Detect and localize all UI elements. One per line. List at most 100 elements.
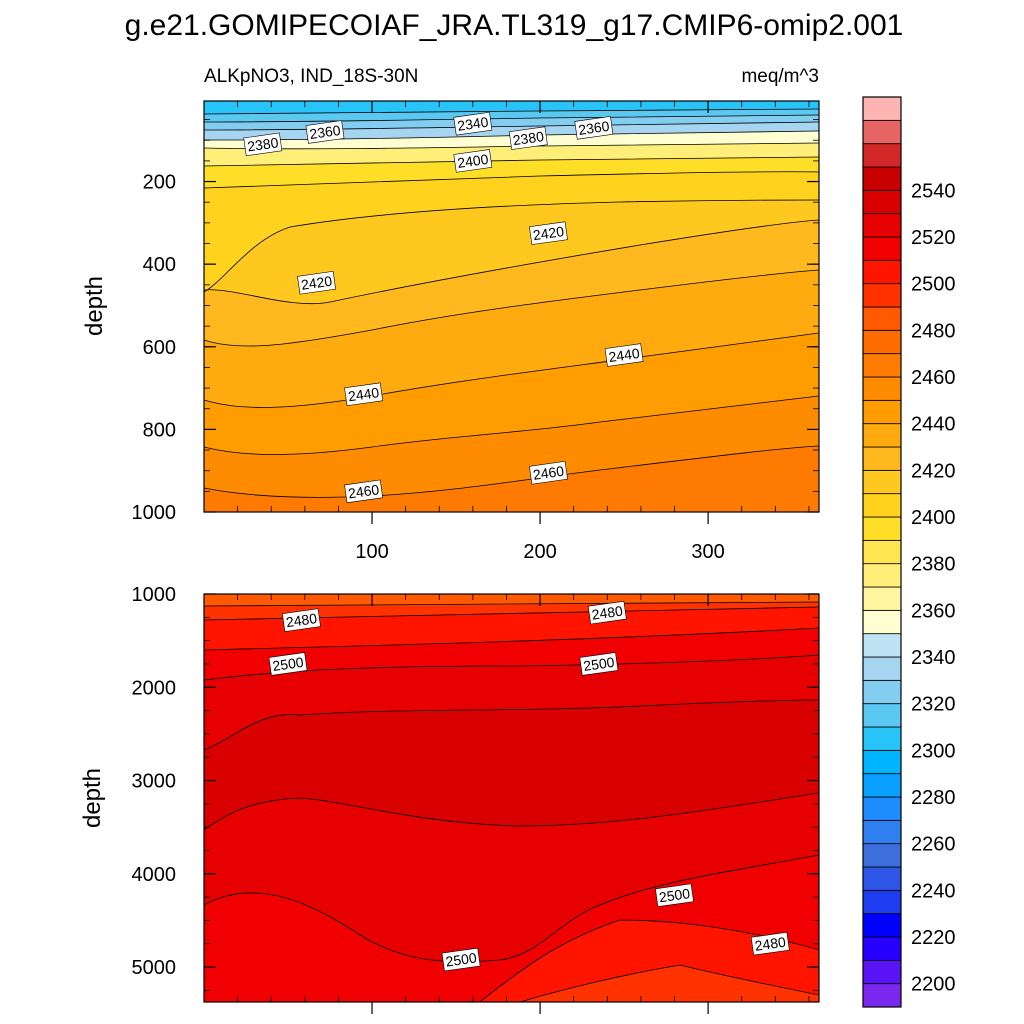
contour-label-box	[282, 608, 321, 632]
contour-label: 2360	[305, 120, 345, 144]
lower-y-tick-label: 2000	[132, 677, 177, 699]
colorbar-swatch	[862, 376, 902, 401]
upper-line-2440	[204, 332, 819, 408]
colorbar-swatch	[862, 563, 902, 588]
colorbar-tick-label: 2520	[911, 227, 956, 249]
contour-label-box	[529, 461, 568, 485]
contour-label-text: 2360	[577, 118, 610, 138]
colorbar-swatch	[862, 96, 902, 121]
upper-x-tick-label: 200	[523, 541, 556, 563]
contour-label: 2380	[508, 126, 548, 150]
lower-y-axis-label: depth	[79, 768, 106, 828]
contour-label-box	[268, 652, 308, 676]
contour-label: 2440	[344, 382, 384, 407]
colorbar-swatch	[862, 889, 902, 915]
colorbar-swatch	[862, 283, 902, 308]
contour-label-text: 2400	[456, 151, 489, 171]
lower-y-tick-label: 1000	[132, 584, 177, 606]
upper-fill-2330	[204, 101, 819, 114]
upper-line-2430	[204, 269, 819, 347]
upper-y-tick-label: 200	[143, 172, 176, 194]
colorbar-tick-label: 2220	[911, 927, 956, 949]
contour-label: 2500	[579, 652, 619, 676]
colorbar-swatch	[862, 399, 902, 425]
colorbar-swatch	[862, 913, 902, 938]
contour-label-text: 2480	[285, 610, 318, 630]
contour-label-text: 2420	[300, 273, 333, 293]
colorbar-swatch	[862, 656, 902, 681]
contour-label-text: 2500	[658, 885, 691, 905]
contour-label-text: 2500	[271, 654, 304, 674]
colorbar-swatch	[862, 213, 902, 238]
colorbar-swatch	[862, 633, 902, 658]
colorbar-swatch	[862, 423, 902, 448]
colorbar-tick-label: 2480	[911, 320, 956, 342]
contour-label-text: 2380	[246, 134, 279, 154]
upper-line-2450	[204, 395, 819, 455]
contour-label-box	[344, 479, 384, 504]
colorbar-swatch	[862, 936, 902, 961]
colorbar-swatch	[862, 959, 902, 985]
contour-label-text: 2440	[347, 384, 380, 404]
upper-axis-ticks: 200 400 600 800 1000 100 200 300	[132, 101, 819, 563]
contour-label-box	[297, 270, 336, 295]
contour-label-box	[655, 883, 694, 907]
contour-label: 2420	[529, 221, 568, 245]
contour-label-box	[453, 149, 493, 173]
contour-label-box	[579, 652, 619, 676]
colorbar-swatch	[862, 539, 902, 565]
upper-contour-fills	[204, 101, 819, 512]
contour-label: 2500	[655, 883, 694, 907]
contour-label: 2380	[243, 132, 283, 157]
colorbar-swatch	[862, 586, 902, 611]
colorbar-tick-label: 2340	[911, 647, 956, 669]
lower-line-2510	[204, 699, 819, 751]
colorbar-tick-label: 2260	[911, 834, 956, 856]
colorbar-tick-label: 2380	[911, 554, 956, 576]
contour-label: 2500	[268, 652, 308, 676]
colorbar-tick-label: 2500	[911, 274, 956, 296]
lower-plot-frame	[203, 593, 820, 1003]
colorbar-swatch	[862, 446, 902, 471]
contour-label: 2420	[297, 270, 336, 295]
colorbar-swatch	[862, 119, 902, 145]
colorbar-swatch	[862, 353, 902, 378]
colorbar-swatch	[862, 773, 902, 798]
colorbar-swatch	[862, 983, 902, 1008]
colorbar-swatch	[862, 166, 902, 191]
contour-label: 2460	[344, 479, 384, 504]
colorbar-swatch	[862, 726, 902, 751]
contour-label-text: 2380	[512, 128, 545, 148]
colorbar-swatch	[862, 866, 902, 891]
contour-label: 2480	[750, 931, 790, 956]
contour-label: 2500	[441, 947, 481, 972]
contour-label: 2480	[282, 608, 321, 632]
colorbar-swatch	[862, 469, 902, 495]
contour-label-text: 2500	[582, 654, 615, 674]
upper-y-axis-label: depth	[81, 276, 108, 336]
contour-label-box	[441, 947, 481, 972]
contour-label-box	[508, 126, 548, 150]
contour-label-box	[453, 111, 493, 136]
contour-label: 2480	[587, 600, 627, 625]
contour-label: 2360	[574, 116, 614, 140]
colorbar-tick-label: 2540	[911, 180, 956, 202]
lower-line-2490b	[479, 919, 819, 1002]
contour-label-box	[574, 116, 614, 140]
colorbar-swatch	[862, 749, 902, 775]
contour-label-text: 2420	[532, 223, 565, 243]
colorbar-swatch	[862, 609, 902, 635]
colorbar-tick-label: 2280	[911, 787, 956, 809]
colorbar-frame	[862, 96, 902, 1008]
lower-line-2510b	[204, 792, 819, 831]
colorbar-swatch	[862, 143, 902, 168]
colorbar-tick-label: 2320	[911, 694, 956, 716]
contour-label-box	[587, 600, 627, 625]
upper-line-2410	[204, 199, 819, 293]
contour-label-box	[529, 221, 568, 245]
contour-label-text: 2480	[754, 934, 787, 954]
colorbar-swatch	[862, 189, 902, 215]
upper-panel: 2340 2360 2380 2380 2360 2400 2420 2420 2440 2440…	[81, 100, 820, 563]
figure-title: g.e21.GOMIPECOIAF_JRA.TL319_g17.CMIP6-om…	[125, 9, 904, 42]
contour-label-text: 2440	[608, 345, 641, 365]
